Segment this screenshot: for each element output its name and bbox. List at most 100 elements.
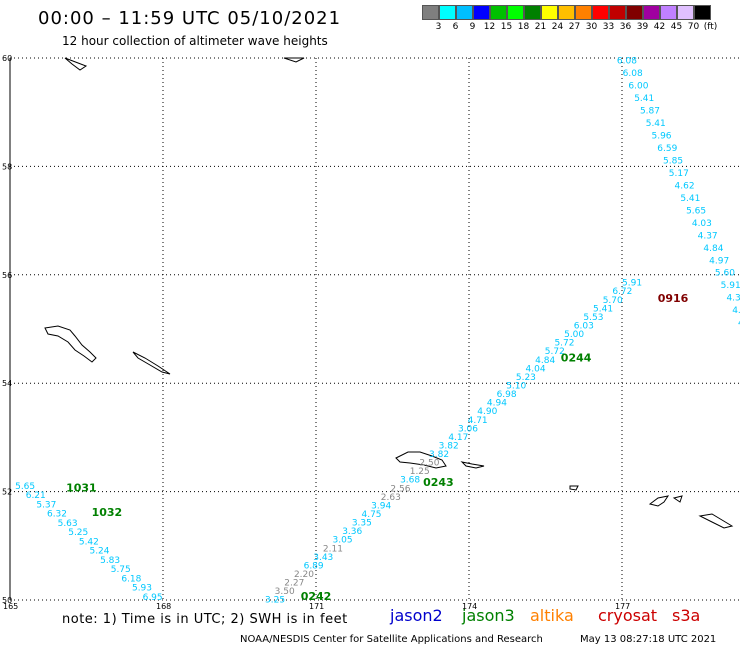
swh-value: 5.63	[58, 519, 78, 529]
swh-value: 3.36	[342, 527, 362, 537]
swh-value: 5.41	[646, 119, 666, 129]
scale-swatch	[541, 5, 558, 20]
scale-tick-label: 70	[687, 22, 700, 32]
swh-value: 4.75	[361, 510, 381, 520]
swh-value: 6.59	[657, 144, 677, 154]
landmass-outline	[395, 451, 447, 469]
landmass-outline	[283, 57, 305, 63]
swh-value: 6.95	[143, 593, 163, 603]
lon-label: 174	[462, 602, 477, 611]
swh-value: 5.91	[622, 279, 642, 289]
swh-value: 6.32	[47, 510, 67, 520]
swh-value: 4.97	[709, 256, 729, 266]
swh-value: 3.50	[275, 587, 295, 597]
lat-label: 50	[2, 596, 12, 605]
scale-tick-label: 45	[670, 22, 683, 32]
swh-value: 2.63	[381, 493, 401, 503]
time-label: 0244	[561, 352, 592, 365]
scale-tick-label: 15	[500, 22, 513, 32]
scale-swatch	[507, 5, 524, 20]
swh-value: 5.37	[36, 500, 56, 510]
scale-swatch	[660, 5, 677, 20]
scale-swatch	[456, 5, 473, 20]
scale-tick-label: 42	[653, 22, 666, 32]
swh-value: 1.25	[410, 467, 430, 477]
swh-value: 5.25	[68, 528, 88, 538]
swh-value: 4.84	[703, 244, 723, 254]
scale-swatch	[609, 5, 626, 20]
swh-value: 5.60	[715, 269, 735, 279]
scale-swatch	[422, 5, 439, 20]
swh-value: 4.62	[732, 306, 740, 316]
time-label: 1032	[92, 506, 123, 519]
scale-tick-label: 30	[585, 22, 598, 32]
scale-tick-label: (ft)	[703, 22, 718, 32]
swh-value: 5.83	[100, 556, 120, 566]
scale-swatch	[524, 5, 541, 20]
swh-value: 5.72	[554, 339, 574, 349]
wave-height-scale-ticks: 3 6 9 12 15 18 21 24 27 30 33 36 39 42 45 70 (ft)	[422, 22, 740, 34]
swh-value: 3.82	[429, 450, 449, 460]
swh-value: 5.41	[680, 194, 700, 204]
swh-value: 3.25	[265, 596, 285, 606]
legend-cryosat: cryosat	[598, 606, 658, 625]
swh-value: 5.93	[132, 584, 152, 594]
swh-value: 6.18	[121, 574, 141, 584]
scale-swatch	[490, 5, 507, 20]
swh-value: 5.91	[721, 281, 740, 291]
swh-value: 5.85	[663, 156, 683, 166]
scale-swatch	[626, 5, 643, 20]
swh-value: 2.50	[419, 459, 439, 469]
swh-value: 2.20	[294, 570, 314, 580]
time-label: 0916	[658, 292, 689, 305]
wave-height-color-scale	[422, 5, 711, 20]
lon-label: 168	[156, 602, 171, 611]
scale-tick-label: 33	[602, 22, 615, 32]
scale-tick-label: 3	[435, 22, 442, 32]
swh-value: 3.82	[439, 441, 459, 451]
landmass-outline	[569, 485, 579, 491]
footer-source: NOAA/NESDIS Center for Satellite Applica…	[240, 634, 543, 645]
swh-value: 5.70	[603, 296, 623, 306]
swh-value: 3.06	[458, 424, 478, 434]
swh-value: 4.04	[526, 364, 546, 374]
swh-value: 5.42	[79, 537, 99, 547]
swh-value: 5.72	[545, 347, 565, 357]
scale-tick-label: 24	[551, 22, 564, 32]
swh-value: 5.17	[669, 169, 689, 179]
swh-value: 5.96	[651, 131, 671, 141]
swh-value: 6.08	[617, 56, 637, 66]
scale-swatch	[694, 5, 711, 20]
swh-value: 4.94	[738, 319, 740, 329]
lat-label: 54	[2, 379, 12, 388]
scale-swatch	[575, 5, 592, 20]
legend-altika: altika	[530, 606, 574, 625]
legend-jason2: jason2	[390, 606, 443, 625]
scale-tick-label: 39	[636, 22, 649, 32]
scale-swatch	[558, 5, 575, 20]
swh-value: 5.65	[686, 206, 706, 216]
legend-note: note: 1) Time is in UTC; 2) SWH is in fe…	[62, 612, 348, 627]
swh-value: 3.94	[371, 501, 391, 511]
legend-s3a: s3a	[672, 606, 701, 625]
scale-swatch	[677, 5, 694, 20]
swh-value: 6.89	[304, 561, 324, 571]
swh-value: 4.94	[487, 399, 507, 409]
lat-label: 60	[2, 54, 12, 63]
swh-value: 6.03	[574, 321, 594, 331]
swh-value: 3.68	[400, 476, 420, 486]
landmass-outline	[132, 351, 171, 375]
lon-label: 177	[615, 602, 630, 611]
swh-value: 2.11	[323, 544, 343, 554]
scale-swatch	[473, 5, 490, 20]
swh-value: 3.35	[352, 519, 372, 529]
lat-label: 58	[2, 162, 12, 171]
swh-value: 5.23	[516, 373, 536, 383]
lon-label: 171	[309, 602, 324, 611]
time-label: 0243	[423, 476, 454, 489]
swh-value: 4.62	[675, 181, 695, 191]
legend-jason3: jason3	[462, 606, 515, 625]
swh-value: 6.08	[623, 69, 643, 79]
landmass-outline	[460, 461, 485, 469]
